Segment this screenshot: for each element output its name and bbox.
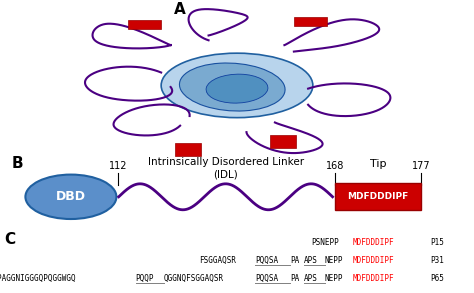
FancyBboxPatch shape [128, 20, 161, 29]
Text: MDFDDDIPF: MDFDDDIPF [353, 256, 395, 265]
Text: DBD: DBD [56, 190, 86, 203]
Ellipse shape [180, 63, 285, 111]
Ellipse shape [26, 175, 117, 219]
Text: 168: 168 [326, 161, 344, 171]
Text: 177: 177 [412, 161, 430, 171]
Text: PQQSA: PQQSA [255, 256, 278, 265]
Text: MDFDDDIPF: MDFDDDIPF [353, 238, 395, 247]
Text: Tip: Tip [370, 159, 386, 169]
Text: A: A [174, 1, 186, 17]
Ellipse shape [206, 74, 268, 103]
Text: P65: P65 [430, 274, 444, 283]
Text: P31: P31 [430, 256, 444, 265]
Text: PA: PA [290, 256, 299, 265]
FancyBboxPatch shape [294, 17, 327, 26]
Text: MDFDDDIPF: MDFDDDIPF [353, 274, 395, 283]
Text: B: B [12, 156, 23, 171]
Text: PQQSA: PQQSA [255, 274, 278, 283]
Text: GGRQGGGAPAGGNIGGGQPQGGWGQ: GGRQGGGAPAGGNIGGGQPQGGWGQ [0, 274, 76, 283]
Text: APS: APS [304, 274, 318, 283]
Text: P15: P15 [430, 238, 444, 247]
Text: PSNEPP: PSNEPP [311, 238, 339, 247]
Text: C: C [4, 232, 15, 247]
Ellipse shape [161, 53, 313, 117]
FancyBboxPatch shape [270, 135, 296, 148]
Text: QGGNQFSGGAQSR: QGGNQFSGGAQSR [164, 274, 224, 283]
Text: PA: PA [290, 274, 299, 283]
Text: NEPP: NEPP [325, 256, 344, 265]
Text: MDFDDDIPF: MDFDDDIPF [347, 192, 409, 201]
FancyBboxPatch shape [175, 143, 201, 156]
Text: PQQP: PQQP [136, 274, 154, 283]
Text: FSGGAQSR: FSGGAQSR [199, 256, 236, 265]
Text: NEPP: NEPP [325, 274, 344, 283]
Text: APS: APS [304, 256, 318, 265]
Text: Intrinsically Disordered Linker
(IDL): Intrinsically Disordered Linker (IDL) [147, 157, 304, 179]
Text: 112: 112 [109, 161, 127, 171]
Bar [335, 183, 421, 210]
